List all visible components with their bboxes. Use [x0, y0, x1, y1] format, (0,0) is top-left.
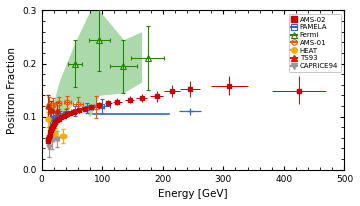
Legend: AMS-02, PAMELA, Fermi, AMS-01, HEAT, TS93, CAPRICE94: AMS-02, PAMELA, Fermi, AMS-01, HEAT, TS9…	[289, 14, 341, 72]
Y-axis label: Positron Fraction: Positron Fraction	[7, 47, 17, 133]
X-axis label: Energy [GeV]: Energy [GeV]	[158, 189, 228, 199]
